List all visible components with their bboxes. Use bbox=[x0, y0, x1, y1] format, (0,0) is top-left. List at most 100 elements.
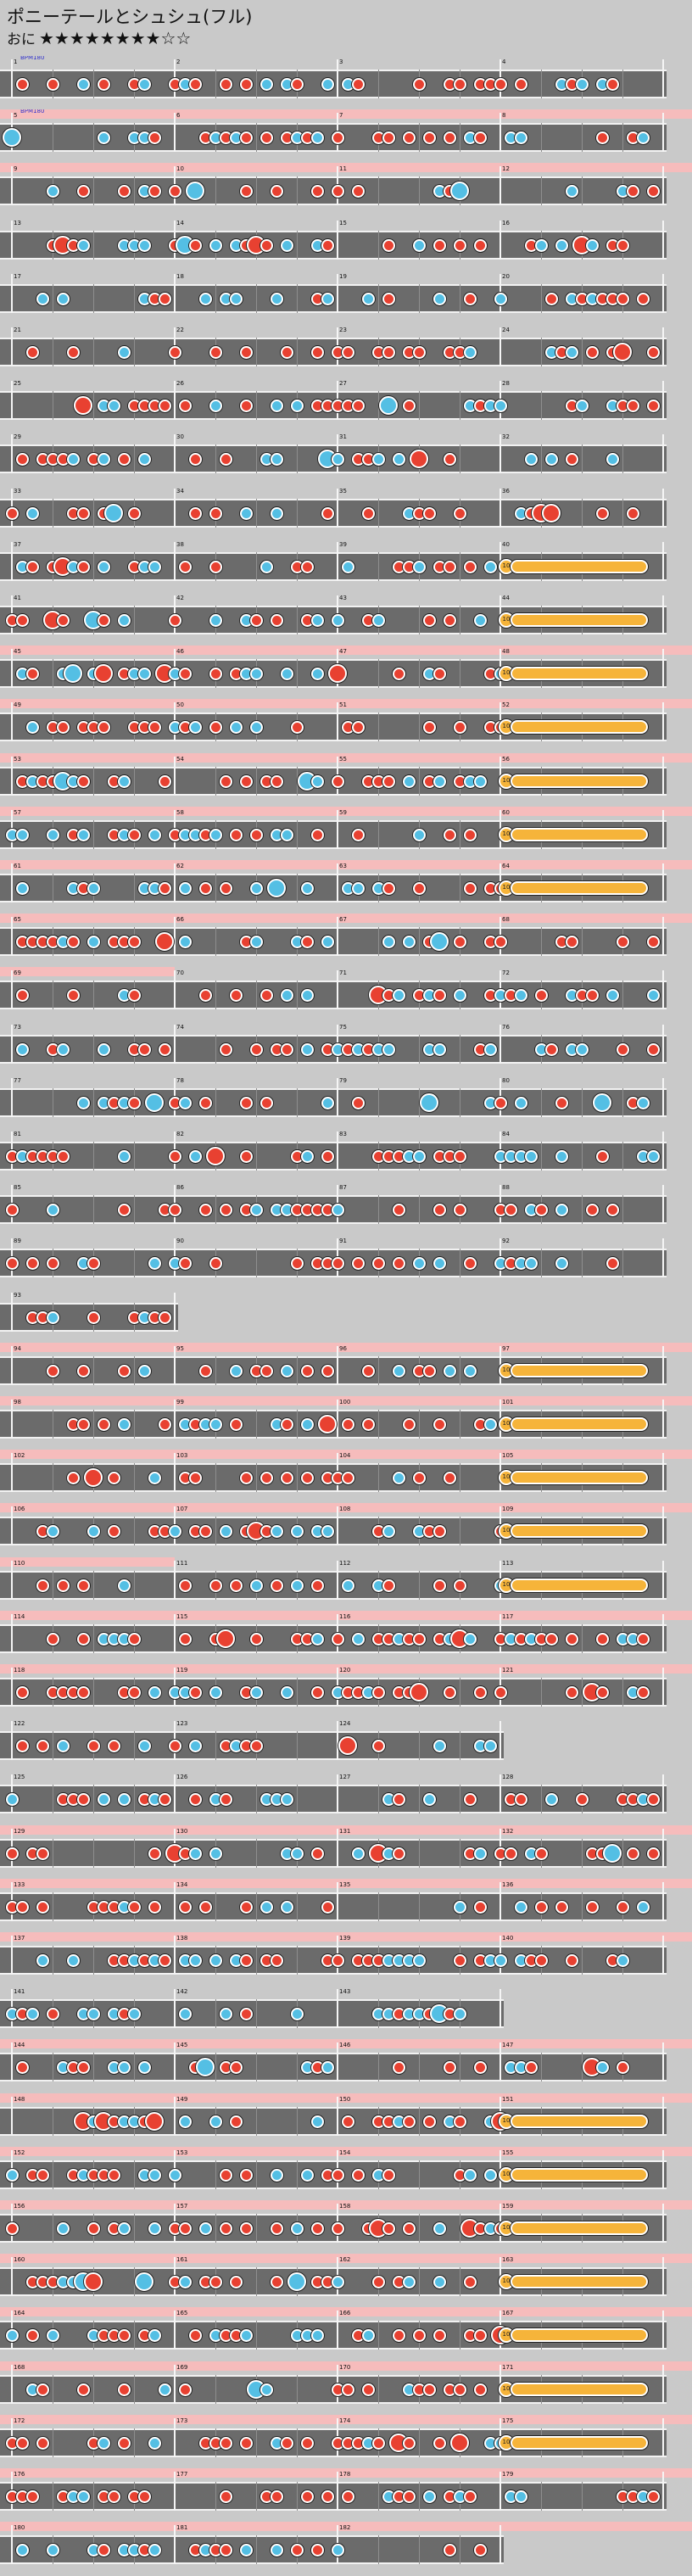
measure-number: 77 bbox=[14, 1077, 21, 1084]
ka-note bbox=[249, 1685, 263, 1699]
beat-line bbox=[256, 444, 257, 473]
measure-number: 81 bbox=[14, 1131, 21, 1137]
bar-line bbox=[11, 2525, 13, 2564]
don-note bbox=[25, 2328, 39, 2342]
don-note bbox=[534, 1847, 548, 1860]
beat-line bbox=[541, 176, 542, 205]
don-note bbox=[382, 238, 395, 252]
measure-number: 48 bbox=[502, 648, 510, 655]
chart-row: 141 142 143 bbox=[0, 1986, 692, 2040]
beat-line bbox=[419, 927, 420, 956]
don-note bbox=[432, 1579, 446, 1592]
ka-note bbox=[270, 2168, 283, 2182]
ka-note bbox=[321, 2060, 334, 2074]
measure-number: 91 bbox=[339, 1238, 347, 1244]
bar-line bbox=[11, 2097, 13, 2136]
don-note bbox=[473, 238, 487, 252]
beat-line bbox=[297, 2375, 298, 2404]
ka-note bbox=[290, 1847, 304, 1860]
measure-number: 178 bbox=[339, 2471, 351, 2478]
ka-note bbox=[158, 2383, 171, 2396]
don-note bbox=[646, 184, 660, 198]
bar-line bbox=[337, 1400, 338, 1439]
don-note bbox=[25, 560, 39, 573]
beat-line bbox=[541, 927, 542, 956]
beat-line bbox=[256, 70, 257, 98]
don-note bbox=[56, 1149, 70, 1163]
beat-line bbox=[378, 1892, 379, 1921]
don-note bbox=[410, 450, 428, 468]
beat-line bbox=[378, 70, 379, 98]
measure-number: 142 bbox=[176, 1988, 188, 1995]
beat-line bbox=[93, 499, 94, 528]
don-note bbox=[66, 1471, 80, 1484]
beat-line bbox=[378, 2535, 379, 2564]
don-note bbox=[249, 828, 263, 841]
ka-note bbox=[432, 2275, 446, 2288]
don-note bbox=[56, 1579, 70, 1592]
don-note bbox=[534, 1900, 548, 1914]
don-note bbox=[158, 399, 171, 412]
don-note bbox=[544, 292, 558, 305]
chart-row: 110 111 112 113 10 bbox=[0, 1557, 692, 1612]
beat-line bbox=[297, 176, 298, 205]
measure-number: 47 bbox=[339, 648, 347, 655]
measure-number: 28 bbox=[502, 380, 510, 387]
don-note bbox=[36, 1579, 49, 1592]
bpm-marker: BPM180 bbox=[20, 56, 45, 61]
beat-line bbox=[256, 123, 257, 152]
beat-line bbox=[622, 444, 623, 473]
don-note bbox=[422, 1364, 436, 1377]
measure-number: 96 bbox=[339, 1345, 347, 1352]
don-note bbox=[178, 1256, 192, 1270]
bar-line bbox=[662, 1400, 664, 1439]
bar-line bbox=[174, 2472, 176, 2511]
bar-line bbox=[662, 113, 664, 152]
beat-line bbox=[215, 1088, 216, 1117]
ka-note bbox=[104, 504, 123, 522]
bar-line bbox=[174, 2042, 176, 2081]
don-note bbox=[392, 667, 405, 680]
bar-line bbox=[662, 166, 664, 205]
bar-line bbox=[337, 2472, 338, 2511]
ka-note bbox=[575, 399, 589, 412]
don-note bbox=[636, 292, 650, 305]
ka-note bbox=[483, 2168, 497, 2182]
don-note bbox=[117, 1203, 131, 1216]
measure-number: 168 bbox=[14, 2364, 25, 2371]
don-note bbox=[219, 2436, 232, 2450]
measure-number: 66 bbox=[176, 916, 184, 923]
don-note bbox=[239, 1471, 253, 1484]
beat-line bbox=[256, 2053, 257, 2081]
ka-note bbox=[117, 1579, 131, 1592]
don-note bbox=[371, 1256, 385, 1270]
bar-line bbox=[662, 2042, 664, 2081]
bar-line bbox=[337, 1561, 338, 1600]
beat-line bbox=[378, 2375, 379, 2404]
ka-note bbox=[229, 1364, 243, 1377]
ka-note bbox=[76, 2489, 90, 2503]
beat-line bbox=[215, 1356, 216, 1385]
bar-line bbox=[499, 1025, 501, 1064]
don-note bbox=[36, 2383, 49, 2396]
chart-row: 85 86 87 88 bbox=[0, 1182, 692, 1236]
ka-note bbox=[392, 1364, 405, 1377]
don-note bbox=[646, 1042, 660, 1056]
don-note bbox=[178, 1632, 192, 1646]
ka-note bbox=[636, 1900, 650, 1914]
measure-number: 124 bbox=[339, 1720, 351, 1727]
don-note bbox=[94, 664, 113, 683]
don-note bbox=[453, 77, 466, 91]
measure-number: 79 bbox=[339, 1077, 347, 1084]
bar-line bbox=[499, 2472, 501, 2511]
gogo-time-band bbox=[0, 2415, 692, 2424]
ka-note bbox=[76, 77, 90, 91]
don-note bbox=[514, 1792, 527, 1806]
don-note bbox=[25, 1256, 39, 1270]
beat-line bbox=[419, 1571, 420, 1600]
ka-note bbox=[209, 1417, 222, 1431]
bar-line bbox=[11, 970, 13, 1009]
measure-number: 143 bbox=[339, 1988, 351, 1995]
ka-note bbox=[148, 1471, 161, 1484]
beat-line bbox=[378, 1088, 379, 1117]
